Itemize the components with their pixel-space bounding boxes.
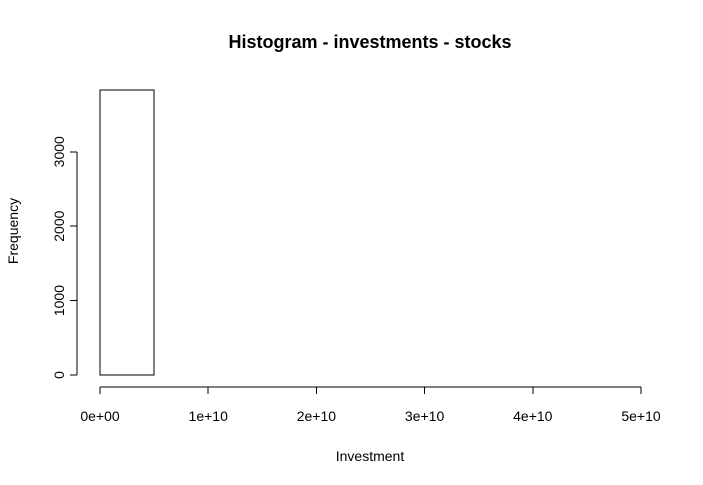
y-axis-label: Frequency <box>5 198 21 264</box>
x-tick-label-5: 5e+10 <box>621 408 661 424</box>
histogram-bar-0 <box>99 89 155 376</box>
y-tick-label-0: 0 <box>51 371 67 379</box>
bars-group <box>99 89 155 376</box>
y-tick-label-2: 2000 <box>51 210 67 241</box>
y-tick-label-3: 3000 <box>51 136 67 167</box>
chart-title: Histogram - investments - stocks <box>228 32 511 52</box>
x-axis-label: Investment <box>336 448 405 464</box>
x-tick-label-2: 2e+10 <box>297 408 337 424</box>
y-axis: 0 1000 2000 3000 <box>51 136 78 379</box>
y-tick-label-1: 1000 <box>51 285 67 316</box>
x-tick-label-1: 1e+10 <box>189 408 229 424</box>
x-tick-label-4: 4e+10 <box>513 408 553 424</box>
x-tick-label-0: 0e+00 <box>80 408 120 424</box>
x-tick-label-3: 3e+10 <box>405 408 445 424</box>
x-axis: 0e+00 1e+10 2e+10 3e+10 4e+10 5e+10 <box>80 386 661 424</box>
